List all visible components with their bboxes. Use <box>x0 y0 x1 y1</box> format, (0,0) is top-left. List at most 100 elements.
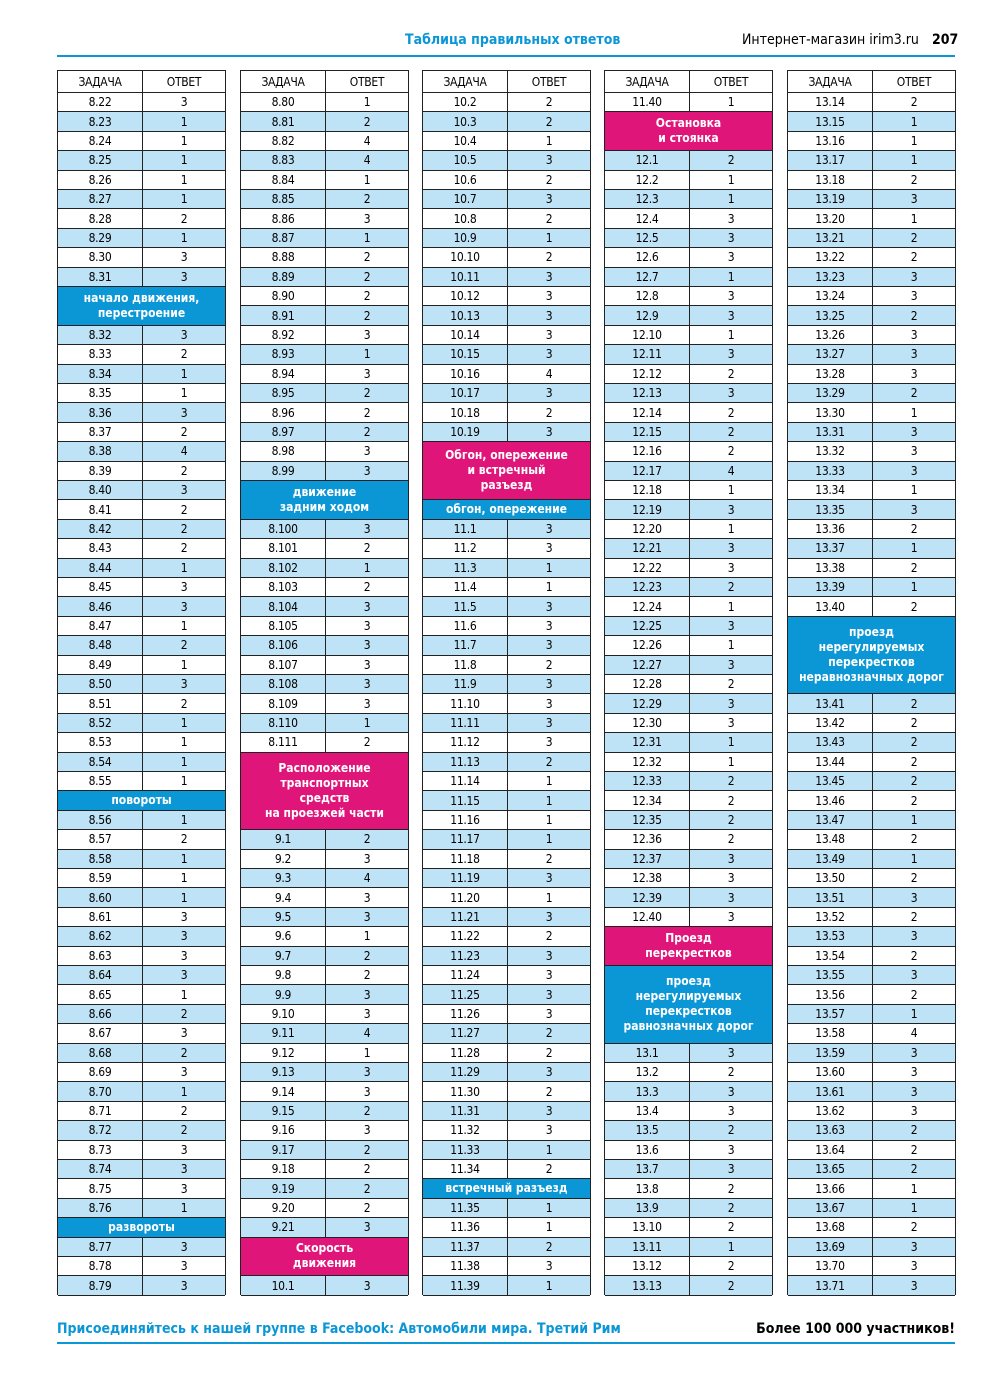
answer: 3 <box>143 403 225 423</box>
answer: 1 <box>143 384 225 404</box>
answer: 2 <box>873 558 955 578</box>
answer: 3 <box>873 927 955 947</box>
answer: 2 <box>143 830 225 850</box>
answer: 3 <box>508 325 590 346</box>
task-number: 8.109 <box>241 694 326 714</box>
answer: 2 <box>508 1160 590 1180</box>
answer: 2 <box>690 364 772 384</box>
answer: 3 <box>508 675 590 695</box>
section-line: Остановка <box>655 116 722 131</box>
task-number: 8.85 <box>241 190 326 210</box>
task-number: 11.3 <box>423 558 508 578</box>
task-number: 8.65 <box>58 985 143 1005</box>
task-number: 12.5 <box>605 228 690 249</box>
task-number: 8.31 <box>58 267 143 287</box>
answer: 1 <box>690 597 772 617</box>
task-number: 11.1 <box>423 519 508 540</box>
answer: 2 <box>143 500 225 520</box>
task-number: 13.15 <box>788 112 873 132</box>
task-number: 8.105 <box>241 616 326 637</box>
task-number: 13.2 <box>605 1063 690 1083</box>
answer: 2 <box>326 830 408 850</box>
answer: 3 <box>326 442 408 462</box>
answer: 3 <box>873 422 955 443</box>
answer: 1 <box>873 810 955 831</box>
answer: 1 <box>873 1004 955 1025</box>
answer: 1 <box>326 228 408 249</box>
section-heading: встречный разъезд <box>423 1179 590 1199</box>
task-number: 8.64 <box>58 966 143 986</box>
task-number: 12.33 <box>605 772 690 792</box>
section-line: и встречный <box>467 463 546 478</box>
task-number: 11.28 <box>423 1043 508 1063</box>
task-number: 13.62 <box>788 1101 873 1122</box>
task-number: 11.14 <box>423 772 508 792</box>
answer: 3 <box>690 500 772 520</box>
task-number: 13.17 <box>788 151 873 171</box>
answer: 3 <box>873 1276 955 1296</box>
task-number: 8.45 <box>58 578 143 598</box>
task-number: 12.16 <box>605 442 690 462</box>
task-number: 13.20 <box>788 209 873 229</box>
task-number: 12.24 <box>605 597 690 617</box>
task-number: 8.88 <box>241 248 326 268</box>
task-number: 13.41 <box>788 694 873 714</box>
task-number: 13.37 <box>788 539 873 559</box>
task-number: 8.51 <box>58 694 143 714</box>
task-number: 13.52 <box>788 907 873 928</box>
answer: 3 <box>873 267 955 287</box>
task-number: 9.1 <box>241 830 326 850</box>
answer: 2 <box>873 791 955 811</box>
answer: 3 <box>326 888 408 908</box>
task-number: 13.3 <box>605 1082 690 1102</box>
task-number: 8.61 <box>58 907 143 928</box>
task-number: 11.25 <box>423 985 508 1005</box>
task-number: 10.10 <box>423 248 508 268</box>
answer: 1 <box>873 403 955 423</box>
task-number: 8.55 <box>58 772 143 792</box>
answer: 1 <box>690 733 772 753</box>
answer: 3 <box>508 539 590 559</box>
task-number: 13.54 <box>788 946 873 966</box>
table-column: ЗАДАЧА ОТВЕТ 8.80 1 8.81 2 8.82 4 8.83 4 8.84 1 8.85… <box>240 70 409 1296</box>
answer: 3 <box>143 1160 225 1180</box>
task-number: 8.80 <box>241 93 326 113</box>
answer: 1 <box>873 481 955 501</box>
section-line: нерегулируемых <box>818 640 925 655</box>
task-number: 13.13 <box>605 1276 690 1296</box>
task-number: 12.20 <box>605 519 690 540</box>
task-number: 11.10 <box>423 694 508 714</box>
answer: 2 <box>690 1063 772 1083</box>
section-line: средств <box>299 790 350 805</box>
task-number: 11.7 <box>423 636 508 656</box>
task-number: 8.54 <box>58 752 143 772</box>
section-heading: проезд нерегулируемых перекрестков неравноз… <box>788 616 955 695</box>
answer: 3 <box>690 713 772 734</box>
section-heading: Расположение транспортных средств на проезж… <box>241 752 408 831</box>
column-header: ОТВЕТ <box>508 71 590 93</box>
answer: 3 <box>690 1082 772 1102</box>
answer: 3 <box>326 655 408 675</box>
task-number: 10.9 <box>423 228 508 249</box>
answer: 3 <box>143 248 225 268</box>
column-header: ЗАДАЧА <box>788 71 873 93</box>
task-number: 12.34 <box>605 791 690 811</box>
answer: 1 <box>143 810 225 831</box>
task-number: 8.83 <box>241 151 326 171</box>
column-header: ЗАДАЧА <box>241 71 326 93</box>
answer: 1 <box>326 93 408 113</box>
answer: 4 <box>326 131 408 152</box>
answer: 1 <box>508 830 590 850</box>
task-number: 8.58 <box>58 849 143 869</box>
task-number: 9.12 <box>241 1043 326 1063</box>
answer: 2 <box>873 985 955 1005</box>
answer: 2 <box>326 306 408 326</box>
answer: 3 <box>873 325 955 346</box>
answer: 1 <box>690 481 772 501</box>
answer: 1 <box>690 519 772 540</box>
task-number: 8.70 <box>58 1082 143 1102</box>
task-number: 13.12 <box>605 1257 690 1277</box>
task-number: 8.67 <box>58 1024 143 1044</box>
answer: 3 <box>143 1024 225 1044</box>
answer: 1 <box>690 636 772 656</box>
